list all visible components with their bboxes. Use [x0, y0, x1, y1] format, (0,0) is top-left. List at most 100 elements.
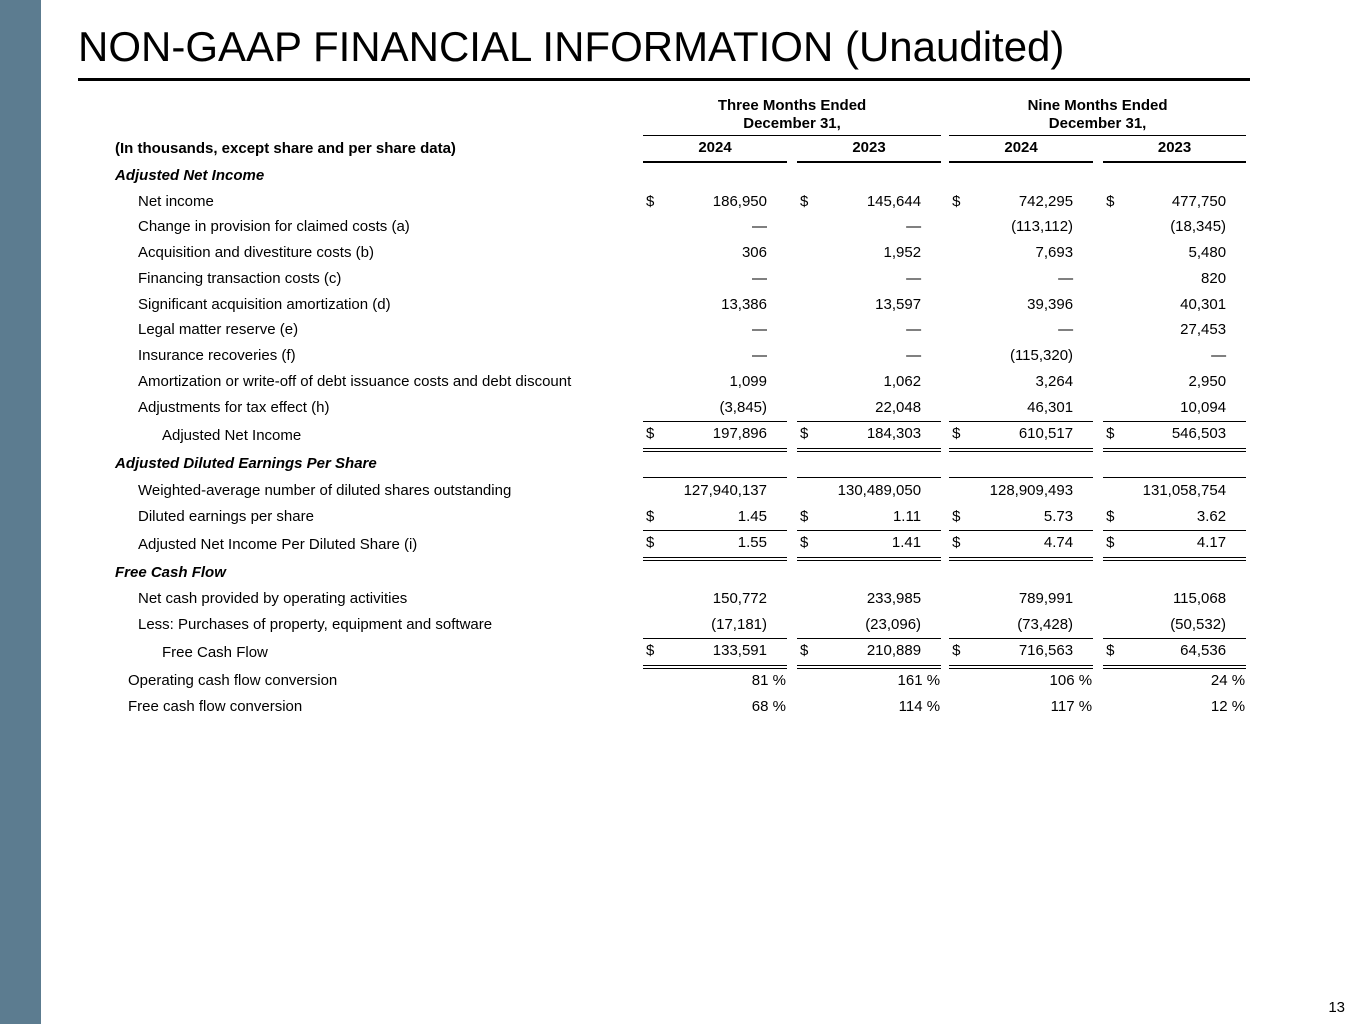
spacer-cell [941, 318, 949, 344]
spacer-cell [1093, 344, 1103, 370]
dollar-sign-cell: $ [952, 507, 961, 525]
group-header-nine-months: Nine Months Ended December 31, [949, 93, 1247, 136]
spacer-cell [787, 586, 797, 612]
value-cell: 820 [1201, 269, 1227, 287]
spacer-cell [941, 241, 949, 267]
dollar-sign-cell [643, 318, 669, 344]
dollar-sign-cell: $ [643, 529, 669, 561]
section-label: Adjusted Net Income [115, 166, 265, 184]
spacer-cell [941, 667, 949, 695]
value-cell: 1.45 [737, 507, 767, 525]
value-cell: 127,940,137 [669, 477, 787, 505]
row-label: Net cash provided by operating activitie… [138, 589, 408, 607]
spacer-cell [1093, 369, 1103, 395]
table-row: Adjustments for tax effect (h) (3,845) 22,… [78, 395, 1246, 421]
value-cell: 3.62 [1196, 507, 1227, 525]
row-label: Insurance recoveries (f) [138, 347, 296, 365]
dollar-sign-cell [643, 477, 669, 505]
dollar-sign-cell: $ [800, 507, 809, 525]
row-label: Change in provision for claimed costs (a… [138, 218, 410, 236]
dollar-sign-cell [797, 369, 823, 395]
value-cell: 1.55 [669, 529, 787, 561]
spacer-cell [787, 638, 797, 666]
table-row: Less: Purchases of property, equipment a… [78, 612, 1246, 638]
page-number: 13 [1328, 999, 1345, 1016]
spacer-cell [1093, 478, 1103, 504]
year-header: 2023 [797, 135, 942, 164]
dollar-sign-cell [949, 318, 975, 344]
section-label: Adjusted Diluted Earnings Per Share [115, 455, 377, 473]
value-cell: 131,058,754 [1129, 477, 1247, 505]
dollar-sign-cell: $ [1106, 507, 1115, 525]
dollar-sign-cell: $ [797, 529, 823, 561]
value-cell: 81 % [751, 672, 786, 690]
dollar-sign-cell: $ [1103, 420, 1130, 452]
value-cell: 1,099 [729, 372, 767, 390]
spacer-cell [1093, 292, 1103, 318]
spacer-cell [1093, 638, 1103, 666]
row-label: Legal matter reserve (e) [138, 321, 299, 339]
dollar-sign-cell [949, 292, 975, 318]
dollar-sign-cell [797, 344, 823, 370]
slide-accent-bar [0, 0, 41, 1024]
dollar-sign-cell: $ [643, 420, 669, 452]
value-cell: — [906, 321, 922, 339]
table-row: Net income $186,950 $145,644 $742,295 $477,7… [78, 189, 1246, 215]
spacer-cell [941, 530, 949, 558]
value-cell: 12 % [1210, 697, 1246, 715]
value-cell: 184,303 [823, 420, 942, 452]
dollar-sign-cell [797, 586, 823, 612]
value-cell: 68 % [751, 697, 786, 715]
dollar-sign-cell [949, 241, 975, 267]
dollar-sign-cell [797, 667, 823, 695]
dollar-sign-cell [1103, 215, 1129, 241]
value-cell: 233,985 [866, 589, 922, 607]
value-cell: 64,536 [1129, 637, 1247, 669]
row-label: Weighted-average number of diluted share… [138, 481, 512, 499]
dollar-sign-cell [643, 667, 669, 695]
spacer-cell [1093, 215, 1103, 241]
spacer-cell [787, 241, 797, 267]
spacer-cell [787, 292, 797, 318]
year-header: 2024 [949, 135, 1094, 164]
value-cell: — [1211, 347, 1227, 365]
dollar-sign-cell [1103, 241, 1129, 267]
group-header-line1: Nine Months Ended [1027, 96, 1168, 114]
table-row: Acquisition and divestiture costs (b) 306… [78, 241, 1246, 267]
dollar-sign-cell [949, 612, 975, 638]
dollar-sign-cell [949, 215, 975, 241]
dollar-sign-cell [797, 292, 823, 318]
table-row: Significant acquisition amortization (d)… [78, 292, 1246, 318]
value-cell: 789,991 [1018, 589, 1074, 607]
value-cell: 133,591 [669, 637, 787, 669]
value-cell: 46,301 [1027, 398, 1074, 416]
value-cell: (50,532) [1170, 615, 1227, 633]
dollar-sign-cell [797, 694, 823, 720]
dollar-sign-cell [797, 612, 823, 638]
spacer-cell [1093, 530, 1103, 558]
value-cell: 197,896 [669, 420, 787, 452]
dollar-sign-cell [797, 241, 823, 267]
dollar-sign-cell [949, 395, 975, 421]
spacer-cell [787, 344, 797, 370]
table-note: (In thousands, except share and per shar… [115, 140, 456, 158]
value-cell: 5,480 [1188, 244, 1227, 262]
year-header: 2024 [643, 135, 787, 164]
dollar-sign-cell [643, 395, 669, 421]
dollar-sign-cell: $ [797, 637, 823, 669]
dollar-sign-cell [643, 241, 669, 267]
spacer-cell [941, 638, 949, 666]
dollar-sign-cell [949, 477, 976, 505]
dollar-sign-cell [643, 215, 669, 241]
spacer-cell [787, 266, 797, 292]
dollar-sign-cell [1103, 667, 1129, 695]
dollar-sign-cell: $ [800, 192, 809, 210]
value-cell: 210,889 [823, 637, 942, 669]
value-cell: 3,264 [1035, 372, 1074, 390]
value-cell: 130,489,050 [823, 477, 942, 505]
dollar-sign-cell [949, 266, 975, 292]
value-cell: — [906, 269, 922, 287]
value-cell: 2,950 [1188, 372, 1227, 390]
value-cell: 4.74 [975, 529, 1094, 561]
spacer-cell [941, 189, 949, 215]
